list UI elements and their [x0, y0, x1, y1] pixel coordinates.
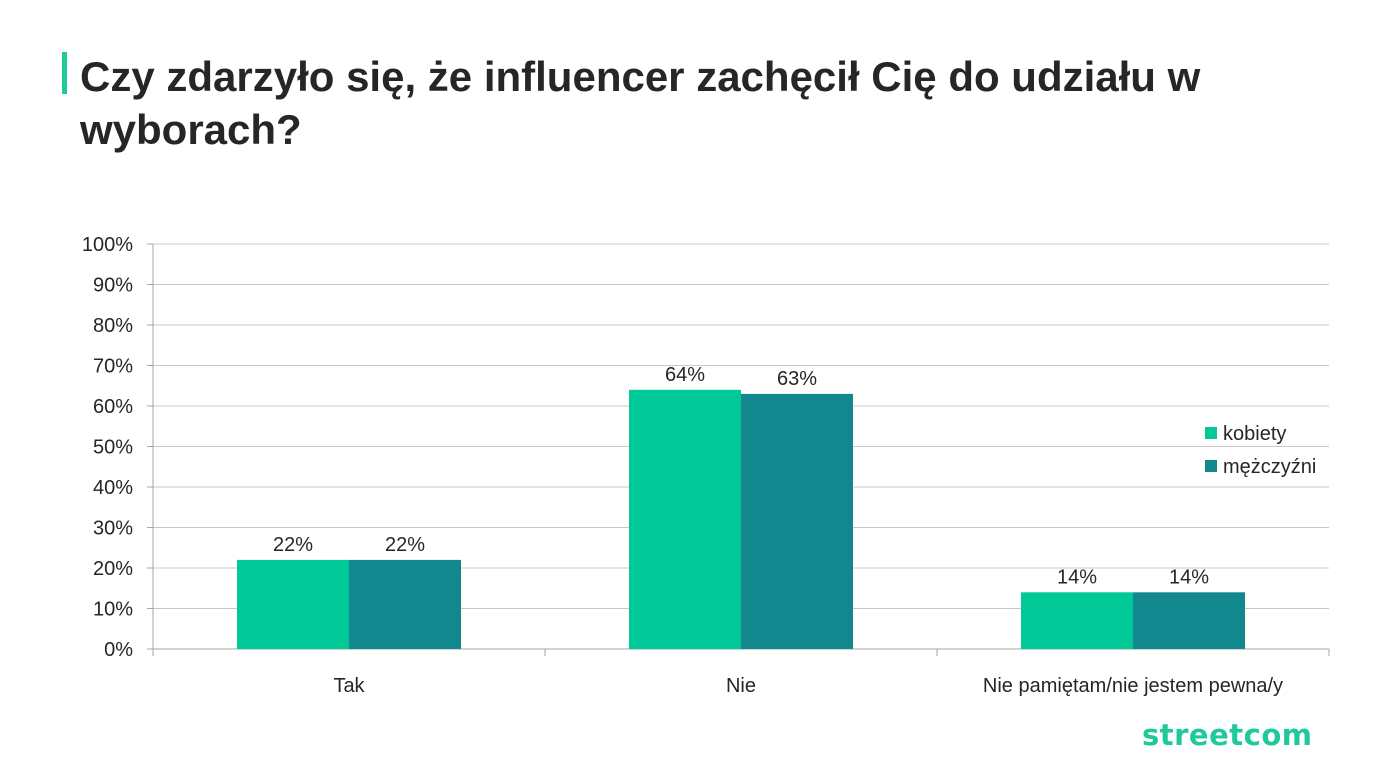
bar-kobiety [237, 559, 349, 649]
legend-label: mężczyźni [1223, 456, 1316, 478]
y-tick-label: 30% [93, 518, 133, 540]
title-accent-bar [62, 52, 67, 94]
x-category-label: Tak [333, 675, 365, 697]
data-label: 22% [385, 534, 425, 556]
bar-mezczyzni [741, 393, 853, 649]
y-tick-label: 60% [93, 396, 133, 418]
bar-mezczyzni [349, 559, 461, 649]
legend-label: kobiety [1223, 423, 1286, 445]
data-label: 64% [665, 364, 705, 386]
legend-swatch [1205, 427, 1217, 439]
y-tick-label: 90% [93, 275, 133, 297]
y-tick-label: 50% [93, 437, 133, 459]
streetcom-logo: streetcom [1142, 718, 1313, 752]
legend-swatch [1205, 460, 1217, 472]
page-title: Czy zdarzyło się, że influencer zachęcił… [80, 53, 1201, 153]
data-label: 63% [777, 368, 817, 390]
bar-kobiety [1021, 592, 1133, 649]
data-label: 14% [1169, 566, 1209, 588]
y-tick-label: 0% [104, 639, 133, 661]
x-category-label: Nie [726, 675, 756, 697]
x-category-label: Nie pamiętam/nie jestem pewna/y [983, 675, 1283, 697]
y-tick-label: 70% [93, 356, 133, 378]
y-tick-label: 80% [93, 315, 133, 337]
y-tick-label: 40% [93, 477, 133, 499]
y-tick-label: 20% [93, 558, 133, 580]
data-label: 14% [1057, 566, 1097, 588]
bar-mezczyzni [1133, 592, 1245, 649]
y-tick-label: 10% [93, 599, 133, 621]
bar-kobiety [629, 389, 741, 649]
y-tick-label: 100% [82, 234, 133, 256]
data-label: 22% [273, 534, 313, 556]
